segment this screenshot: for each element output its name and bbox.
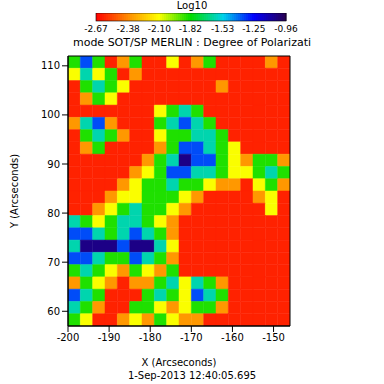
svg-text:80: 80 (47, 208, 60, 219)
svg-text:Y (Arcseconds): Y (Arcseconds) (9, 154, 20, 229)
svg-text:-1.25: -1.25 (242, 24, 265, 34)
html-text:1-Sep-2013 12:40:05.695: 1-Sep-2013 12:40:05.695 (127, 370, 257, 381)
svg-text:-160: -160 (221, 332, 244, 343)
svg-text:100: 100 (41, 109, 60, 120)
svg-text:-170: -170 (180, 332, 203, 343)
svg-text:-2.67: -2.67 (84, 24, 107, 34)
svg-text:-1.82: -1.82 (179, 24, 202, 34)
svg-text:-190: -190 (98, 332, 121, 343)
svg-text:-200: -200 (57, 332, 80, 343)
svg-text:60: 60 (47, 306, 60, 317)
svg-text:-150: -150 (262, 332, 285, 343)
svg-text:110: 110 (41, 60, 60, 71)
svg-text:-2.38: -2.38 (117, 24, 141, 34)
svg-text:-180: -180 (139, 332, 162, 343)
svg-text:70: 70 (47, 257, 60, 268)
svg-text:90: 90 (47, 159, 60, 170)
svg-text:X (Arcseconds): X (Arcseconds) (142, 357, 217, 368)
html-text:Log10: Log10 (176, 0, 208, 11)
svg-text:-1.53: -1.53 (211, 24, 234, 34)
svg-text:-2.10: -2.10 (148, 24, 172, 34)
html-text:mode SOT/SP MERLIN : Degree of: mode SOT/SP MERLIN : Degree of Polarizat… (72, 36, 312, 49)
svg-text:-0.96: -0.96 (274, 24, 298, 34)
